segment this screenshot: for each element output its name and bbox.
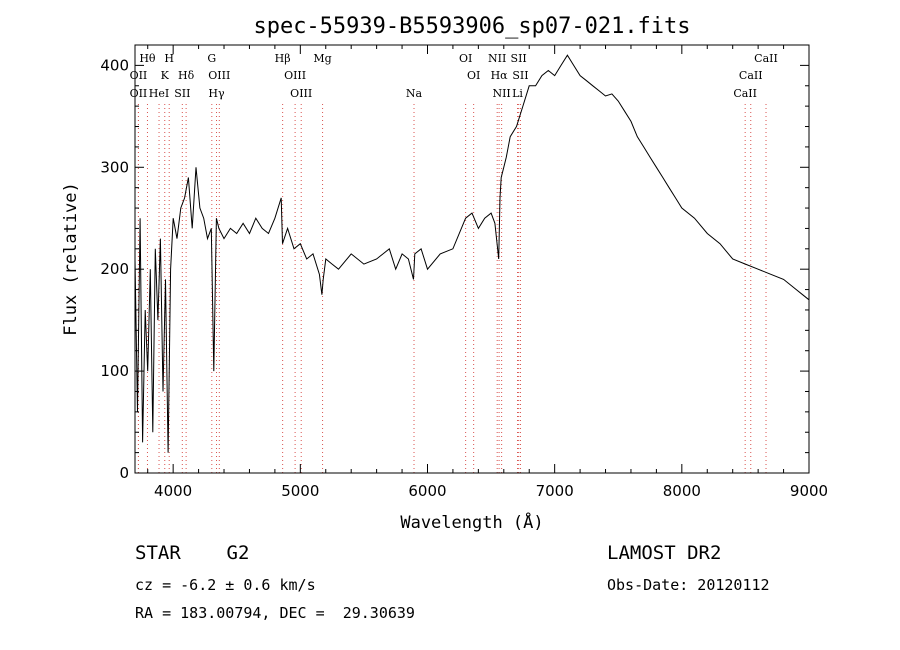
line-marker-label: OII (130, 69, 148, 82)
y-tick-label: 0 (119, 464, 129, 482)
chart-title: spec-55939-B5593906_sp07-021.fits (253, 14, 690, 39)
line-marker-label: HeI (149, 87, 169, 100)
line-marker-label: Hθ (139, 52, 156, 65)
line-marker-label: Hβ (275, 52, 291, 65)
object-class: STAR G2 (135, 542, 250, 564)
ra-dec: RA = 183.00794, DEC = 29.30639 (135, 604, 415, 622)
line-marker-label: OIII (290, 87, 312, 100)
line-marker-label: OI (467, 69, 480, 82)
y-tick-label: 400 (100, 56, 129, 74)
x-axis-label: Wavelength (Å) (400, 511, 543, 533)
line-marker-label: OIII (284, 69, 306, 82)
line-marker-label: Li (512, 87, 523, 100)
line-marker-label: Hγ (208, 87, 225, 100)
line-marker-label: OIII (208, 69, 230, 82)
line-marker-label: SII (511, 52, 527, 65)
line-marker-label: OII (130, 87, 148, 100)
line-marker-label: OI (459, 52, 472, 65)
x-tick-label: 4000 (154, 482, 192, 500)
line-marker-label: Mg (313, 52, 331, 65)
x-tick-label: 6000 (408, 482, 446, 500)
x-tick-label: 7000 (536, 482, 574, 500)
y-tick-label: 100 (100, 362, 129, 380)
line-marker-label: CaII (733, 87, 757, 100)
line-marker-label: Hα (491, 69, 509, 82)
y-tick-label: 200 (100, 260, 129, 278)
line-marker-label: CaII (739, 69, 763, 82)
line-marker-label: Hδ (178, 69, 195, 82)
line-marker-label: CaII (754, 52, 778, 65)
line-marker-label: SII (512, 69, 528, 82)
plot-frame (134, 44, 810, 474)
line-marker-label: SII (174, 87, 190, 100)
line-marker-label: Na (406, 87, 423, 100)
line-marker-label: NII (488, 52, 506, 65)
x-tick-label: 8000 (663, 482, 701, 500)
line-marker-label: NII (492, 87, 510, 100)
x-tick-label: 9000 (790, 482, 828, 500)
axis-ticks: 4000 5000 6000 7000 8000 9000 0 100 200 300 400 (100, 45, 828, 500)
x-tick-label: 5000 (281, 482, 319, 500)
line-marker-label: H (164, 52, 174, 65)
line-marker-label: G (207, 52, 216, 65)
line-marker-label: K (161, 69, 170, 82)
y-axis-label: Flux (relative) (61, 182, 81, 336)
emission-line-markers: Hθ OII OII HK HeI Hδ SII G OIII Hγ Hβ OIII OIII Mg Na O… (130, 52, 778, 473)
y-tick-label: 300 (100, 158, 129, 176)
spectrum-line (134, 54, 810, 453)
obs-date: Obs-Date: 20120112 (607, 576, 770, 594)
redshift-text: cz = -6.2 ± 0.6 km/s (135, 576, 316, 594)
survey-name: LAMOST DR2 (607, 542, 722, 564)
